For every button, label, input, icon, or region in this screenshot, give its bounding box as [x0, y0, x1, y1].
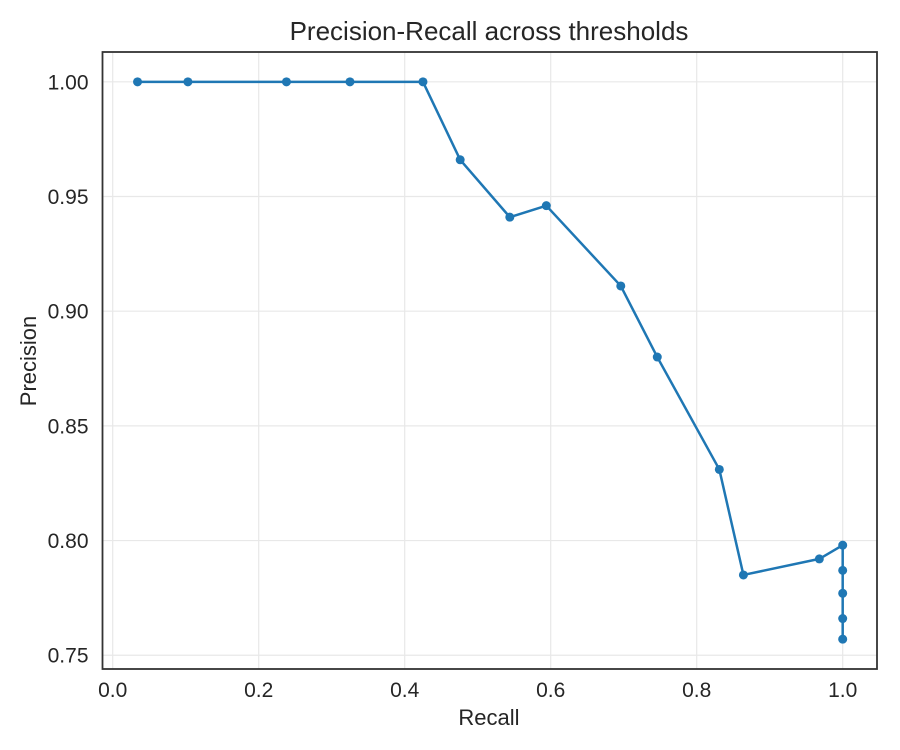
y-tick-label: 0.95 [48, 186, 89, 209]
y-tick-label: 0.90 [48, 301, 89, 324]
y-tick-label: 1.00 [48, 71, 89, 94]
data-point-marker [455, 155, 465, 165]
data-point-marker [838, 565, 848, 575]
data-point-marker [183, 77, 193, 87]
x-tick-label: 0.2 [244, 679, 273, 702]
x-tick-label: 0.4 [390, 679, 420, 702]
pr-curve-series [133, 77, 848, 644]
data-point-marker [838, 540, 848, 550]
data-point-marker [838, 588, 848, 598]
data-point-marker [616, 281, 626, 291]
x-tick-label: 0.8 [682, 679, 711, 702]
x-axis-label: Recall [458, 705, 519, 730]
data-point-marker [652, 352, 662, 362]
y-tick-label: 0.80 [48, 530, 89, 553]
data-point-marker [505, 212, 515, 222]
data-point-marker [814, 554, 824, 564]
x-tick-label: 0.6 [536, 679, 565, 702]
data-point-marker [714, 464, 724, 474]
x-tick-label: 0.0 [98, 679, 127, 702]
x-tick-label: 1.0 [828, 679, 857, 702]
x-axis-tick-labels: 0.0 0.2 0.4 0.6 0.8 1.0 [98, 679, 857, 702]
data-point-marker [133, 77, 143, 87]
pr-curve-line [136, 80, 844, 641]
chart-title: Precision-Recall across thresholds [290, 16, 689, 46]
data-point-marker [838, 634, 848, 644]
data-point-marker [281, 77, 291, 87]
data-point-marker [838, 614, 848, 624]
data-point-marker [738, 570, 748, 580]
data-point-marker [418, 77, 428, 87]
data-point-marker [541, 201, 551, 211]
plot-border [101, 51, 878, 670]
data-point-marker [345, 77, 355, 87]
y-axis-tick-labels: 0.75 0.80 0.85 0.90 0.95 1.00 [48, 71, 89, 667]
y-tick-label: 0.75 [48, 645, 89, 668]
gridlines [102, 52, 877, 669]
y-tick-label: 0.85 [48, 415, 89, 438]
y-axis-label: Precision [16, 316, 41, 406]
